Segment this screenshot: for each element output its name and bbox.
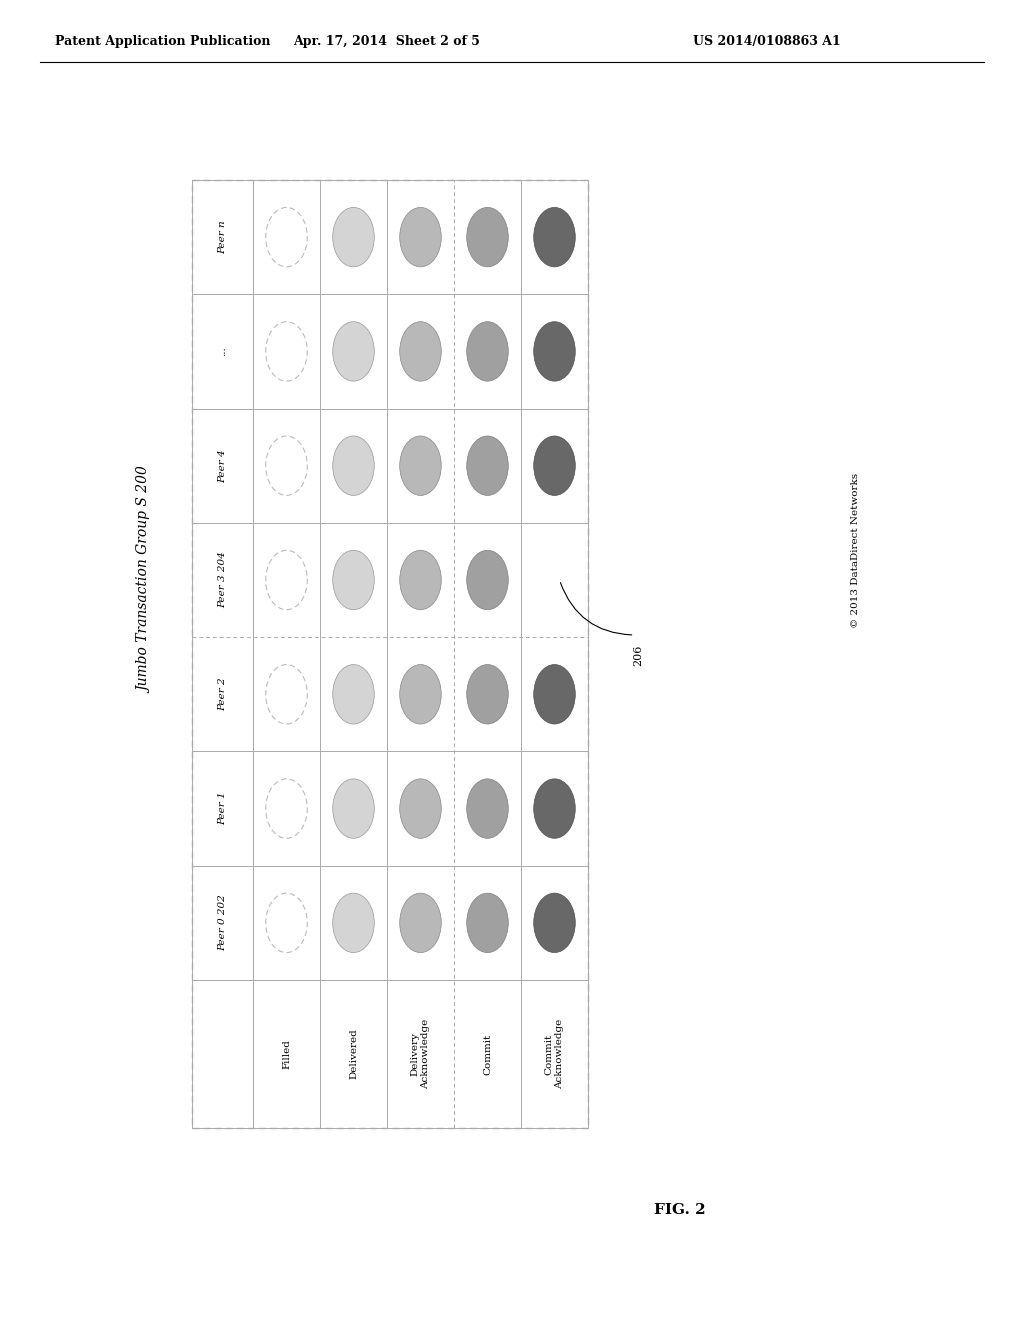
- Text: Peer 4: Peer 4: [218, 449, 227, 483]
- Text: FIG. 2: FIG. 2: [654, 1203, 706, 1217]
- Ellipse shape: [534, 207, 575, 267]
- Ellipse shape: [467, 550, 508, 610]
- Text: Peer n: Peer n: [218, 220, 227, 253]
- Text: © 2013 DataDirect Networks: © 2013 DataDirect Networks: [851, 473, 859, 627]
- Ellipse shape: [266, 436, 307, 495]
- Ellipse shape: [333, 894, 374, 953]
- Ellipse shape: [467, 436, 508, 495]
- Text: Delivery
Acknowledge: Delivery Acknowledge: [411, 1019, 430, 1089]
- Text: Patent Application Publication: Patent Application Publication: [55, 36, 270, 49]
- Ellipse shape: [333, 322, 374, 381]
- Ellipse shape: [333, 664, 374, 723]
- Ellipse shape: [266, 664, 307, 723]
- Bar: [193, 180, 588, 1129]
- Ellipse shape: [266, 322, 307, 381]
- Ellipse shape: [467, 207, 508, 267]
- Text: ...: ...: [218, 347, 227, 356]
- Ellipse shape: [399, 436, 441, 495]
- Ellipse shape: [534, 779, 575, 838]
- Text: Commit: Commit: [483, 1034, 492, 1074]
- Text: 206: 206: [634, 645, 643, 667]
- Ellipse shape: [399, 550, 441, 610]
- Ellipse shape: [467, 664, 508, 723]
- Text: US 2014/0108863 A1: US 2014/0108863 A1: [693, 36, 841, 49]
- Ellipse shape: [333, 436, 374, 495]
- Text: Peer 2: Peer 2: [218, 677, 227, 711]
- Ellipse shape: [399, 894, 441, 953]
- Ellipse shape: [266, 207, 307, 267]
- Text: Peer 0 202: Peer 0 202: [218, 895, 227, 952]
- Text: Peer 3 204: Peer 3 204: [218, 552, 227, 609]
- Ellipse shape: [399, 322, 441, 381]
- Ellipse shape: [467, 322, 508, 381]
- Ellipse shape: [333, 779, 374, 838]
- Text: Delivered: Delivered: [349, 1028, 358, 1080]
- Ellipse shape: [399, 207, 441, 267]
- Ellipse shape: [534, 436, 575, 495]
- Text: Apr. 17, 2014  Sheet 2 of 5: Apr. 17, 2014 Sheet 2 of 5: [294, 36, 480, 49]
- Text: Peer 1: Peer 1: [218, 792, 227, 825]
- Ellipse shape: [534, 664, 575, 723]
- Ellipse shape: [266, 894, 307, 953]
- Ellipse shape: [534, 894, 575, 953]
- Ellipse shape: [266, 779, 307, 838]
- Ellipse shape: [333, 550, 374, 610]
- Ellipse shape: [333, 207, 374, 267]
- Ellipse shape: [399, 779, 441, 838]
- Text: Jumbo Transaction Group S 200: Jumbo Transaction Group S 200: [138, 467, 152, 693]
- Text: Filled: Filled: [282, 1039, 291, 1069]
- Ellipse shape: [534, 322, 575, 381]
- Ellipse shape: [467, 779, 508, 838]
- Ellipse shape: [266, 550, 307, 610]
- Ellipse shape: [467, 894, 508, 953]
- Ellipse shape: [399, 664, 441, 723]
- Text: Commit
Acknowledge: Commit Acknowledge: [545, 1019, 564, 1089]
